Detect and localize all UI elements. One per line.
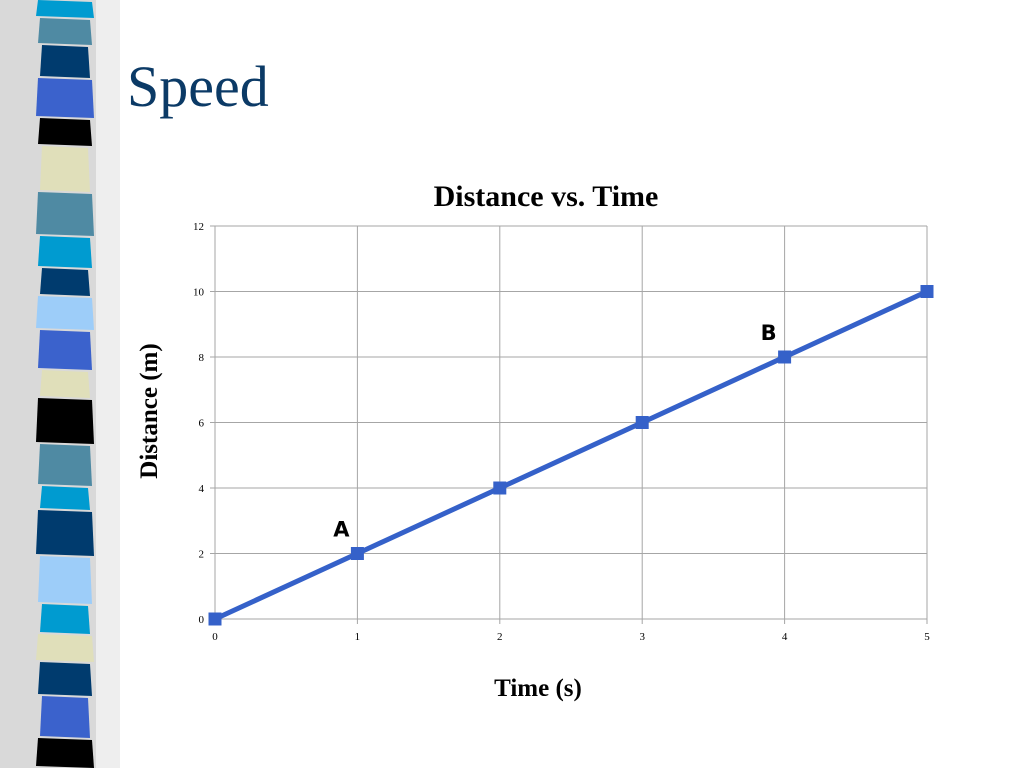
stripe-segment (36, 0, 94, 18)
y-axis-label: Distance (m) (136, 343, 163, 478)
series-layer (208, 285, 934, 626)
x-tick-labels: 0 1 2 3 4 5 (212, 631, 930, 643)
point-annotation-label: A (333, 518, 350, 542)
stripe-segment (38, 556, 92, 604)
stripe-segment (36, 738, 94, 768)
stripe-segment (36, 296, 94, 330)
data-point-marker (493, 481, 507, 495)
stripe-segment (38, 662, 92, 696)
stripe-segment (40, 268, 90, 296)
point-annotations: AB (333, 321, 776, 542)
y-tick-label: 4 (199, 483, 205, 495)
slide-title: Speed (127, 54, 269, 119)
stripe-segment (36, 398, 94, 444)
stripe-segment (40, 146, 90, 192)
y-tick-label: 10 (193, 287, 205, 299)
data-point-marker (778, 350, 792, 364)
x-tick-label: 0 (212, 631, 218, 643)
y-tick-label: 12 (193, 221, 204, 233)
stripe-segment (40, 696, 90, 738)
stripe-segment (36, 634, 94, 662)
stripe-segment (38, 330, 92, 370)
stripe-segment (40, 486, 90, 510)
data-point-marker (208, 612, 222, 626)
decorative-stripe-bar (0, 0, 120, 768)
y-tick-labels: 0 2 4 6 8 10 12 (193, 221, 205, 626)
stripe-segment (36, 78, 94, 118)
series-line (213, 289, 929, 622)
x-tick-label: 1 (355, 631, 361, 643)
stripe-segment (38, 18, 92, 45)
data-point-marker (635, 416, 649, 429)
x-tick-label: 4 (782, 631, 788, 643)
stripe-segment (36, 510, 94, 556)
chart-title: Distance vs. Time (434, 180, 659, 213)
data-point-marker (920, 285, 934, 298)
data-point-marker (350, 547, 364, 560)
x-tick-label: 3 (639, 631, 645, 643)
y-tick-label: 0 (199, 614, 205, 626)
y-tick-label: 8 (199, 352, 205, 364)
stripe-segment (38, 236, 92, 268)
stripe-segment (36, 192, 94, 236)
y-tick-label: 2 (199, 549, 205, 561)
stripe-segment (40, 604, 90, 634)
stripe-segment (40, 370, 90, 398)
point-annotation-label: B (761, 321, 777, 345)
stripe-segment (38, 444, 92, 486)
chart-gridlines (210, 225, 928, 624)
stripe-segment (38, 118, 92, 146)
x-tick-label: 5 (924, 631, 930, 643)
y-tick-label: 6 (199, 418, 205, 430)
x-tick-label: 2 (497, 631, 503, 643)
stripe-segment (40, 45, 90, 78)
x-axis-label: Time (s) (494, 675, 582, 702)
